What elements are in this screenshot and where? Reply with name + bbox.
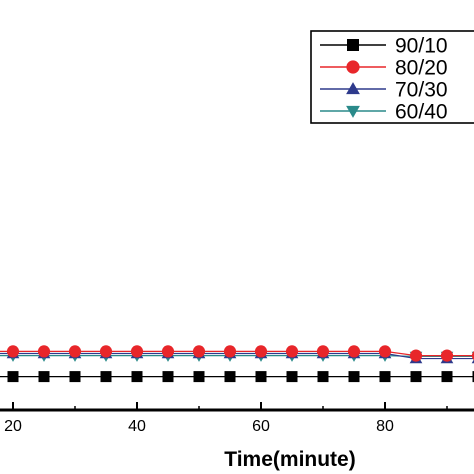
data-point-80/20 (347, 345, 361, 358)
legend-marker-70/30 (346, 82, 360, 95)
data-point-90/10 (7, 371, 19, 383)
data-point-80/20 (6, 345, 20, 358)
data-point-80/20 (471, 350, 474, 361)
data-point-80/20 (68, 345, 82, 358)
legend-marker-60/40 (346, 105, 360, 118)
data-point-80/20 (378, 345, 392, 358)
data-point-80/20 (440, 349, 454, 362)
data-point-80/20 (192, 345, 206, 358)
x-tick-label: 80 (376, 418, 394, 435)
data-point-90/10 (100, 371, 112, 383)
data-point-70/30 (471, 359, 474, 364)
data-point-80/20 (99, 345, 113, 358)
data-point-90/10 (379, 371, 391, 383)
x-tick-label: 60 (252, 418, 270, 435)
data-point-90/10 (131, 371, 143, 383)
data-point-90/10 (38, 371, 50, 383)
legend-label: 90/10 (395, 35, 448, 58)
data-point-80/20 (161, 345, 175, 358)
legend-label: 70/30 (395, 79, 448, 102)
data-point-80/20 (316, 345, 330, 358)
data-point-90/10 (193, 371, 205, 383)
x-tick-label: 40 (128, 418, 146, 435)
data-point-80/20 (223, 345, 237, 358)
data-point-90/10 (317, 371, 329, 383)
legend-label: 80/20 (395, 57, 448, 80)
legend-marker-80/20 (346, 60, 360, 74)
data-point-90/10 (162, 371, 174, 383)
data-point-90/10 (348, 371, 360, 383)
x-axis: 20 40 60 80 (0, 402, 474, 435)
data-point-90/10 (441, 371, 453, 383)
legend-marker-90/10 (347, 39, 359, 51)
data-point-90/10 (472, 371, 474, 383)
data-point-80/20 (130, 345, 144, 358)
data-point-90/10 (286, 371, 298, 383)
x-axis-title: Time(minute) (224, 448, 355, 471)
data-point-90/10 (410, 371, 422, 383)
data-point-80/20 (409, 349, 423, 362)
data-point-90/10 (255, 371, 267, 383)
legend-label: 60/40 (395, 101, 448, 124)
data-point-80/20 (254, 345, 268, 358)
series-layer (0, 345, 474, 383)
x-tick-label: 20 (4, 418, 22, 435)
data-point-90/10 (224, 371, 236, 383)
legend-box (310, 30, 474, 124)
data-point-80/20 (37, 345, 51, 358)
data-point-90/10 (69, 371, 81, 383)
data-point-80/20 (285, 345, 299, 358)
